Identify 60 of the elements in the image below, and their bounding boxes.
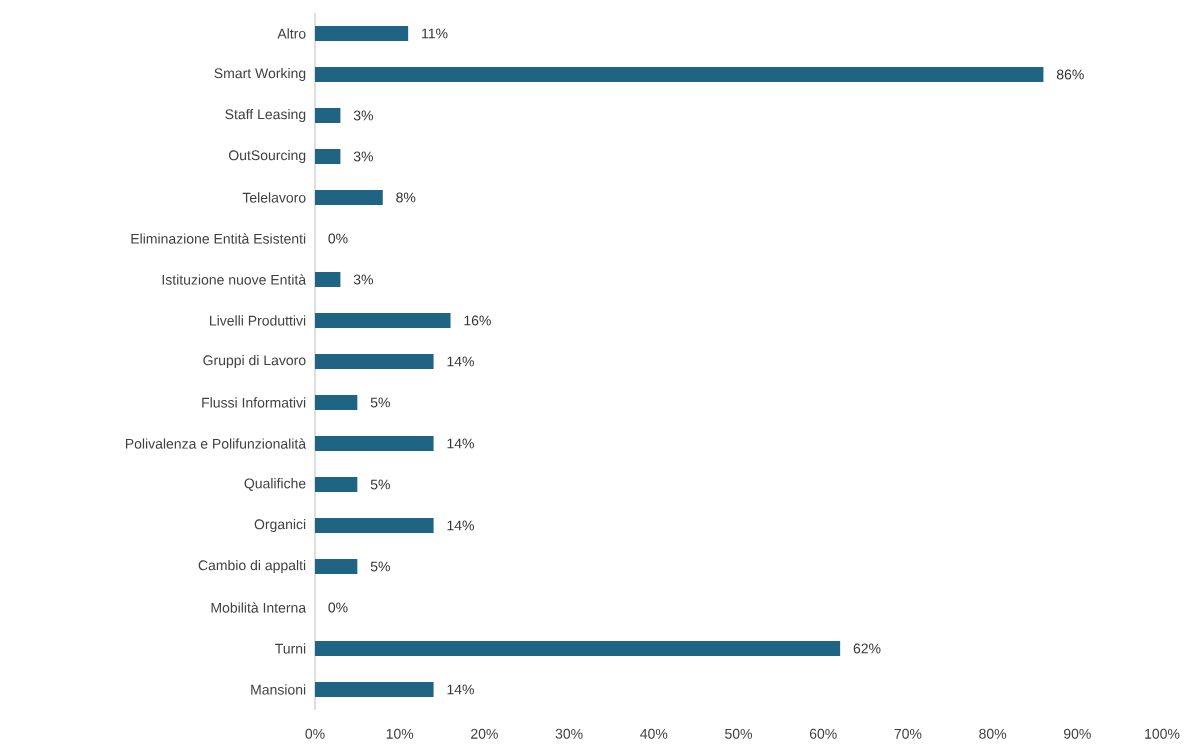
y-tick-label: Smart Working — [214, 67, 306, 82]
data-label: 0% — [328, 602, 348, 613]
bar — [315, 25, 409, 41]
data-label: 11% — [422, 28, 448, 39]
data-label: 14% — [447, 356, 474, 367]
bar — [315, 189, 383, 205]
data-label: 0% — [328, 233, 348, 244]
bar — [315, 476, 358, 492]
data-label: 5% — [370, 479, 390, 490]
bar — [315, 518, 434, 533]
bar — [315, 107, 341, 123]
y-tick-label: Livelli Produttivi — [210, 315, 306, 326]
data-label: 3% — [353, 274, 374, 285]
data-label: 3% — [353, 110, 374, 121]
data-label: 5% — [370, 561, 390, 572]
x-tick-label: 70% — [894, 728, 922, 739]
y-tick-label: Polivalenza e Polifunzionalità — [125, 438, 307, 449]
data-label: 14% — [447, 438, 474, 449]
y-tick-label: Eliminazione Entità Esistenti — [131, 233, 306, 244]
y-tick-label: Istituzione nuove Entità — [162, 274, 307, 285]
bar — [315, 271, 341, 287]
y-tick-label: Turni — [275, 643, 306, 654]
y-tick-label: Staff Leasing — [225, 108, 306, 123]
x-tick-label: 40% — [640, 728, 668, 739]
bar — [315, 312, 451, 328]
y-tick-label: Qualifiche — [244, 478, 306, 491]
bar — [315, 394, 358, 410]
x-tick-label: 0% — [305, 728, 325, 739]
bar — [315, 681, 434, 697]
x-tick-label: 50% — [725, 728, 753, 739]
y-tick-label: Mansioni — [251, 684, 306, 695]
x-tick-label: 100% — [1145, 728, 1180, 739]
data-label: 62% — [853, 643, 881, 654]
bar — [315, 353, 434, 369]
y-tick-label: Organici — [254, 518, 306, 533]
y-tick-label: Altro — [277, 28, 306, 39]
bar — [315, 435, 434, 451]
x-tick-label: 30% — [555, 728, 583, 739]
data-label: 86% — [1056, 69, 1084, 80]
y-tick-label: OutSourcing — [228, 149, 306, 164]
x-tick-label: 90% — [1063, 728, 1091, 739]
data-label: 8% — [396, 192, 416, 203]
data-label: 14% — [447, 684, 474, 695]
x-tick-label: 80% — [979, 728, 1007, 739]
x-tick-label: 60% — [809, 728, 837, 739]
y-tick-label: Telelavoro — [242, 192, 306, 203]
data-label: 3% — [353, 151, 374, 162]
y-tick-label: Gruppi di Lavoro — [203, 354, 306, 369]
y-tick-label: Cambio di appalti — [198, 559, 306, 574]
bar — [315, 559, 358, 574]
data-label: 5% — [370, 397, 390, 408]
data-label: 14% — [447, 520, 474, 531]
bar — [315, 66, 1044, 82]
bar — [315, 641, 841, 656]
x-tick-label: 10% — [386, 728, 414, 739]
bar — [315, 148, 341, 164]
y-tick-label: Flussi Informativi — [202, 397, 306, 408]
data-label: 16% — [464, 315, 491, 326]
x-tick-label: 20% — [471, 728, 498, 739]
y-tick-label: Mobilità Interna — [211, 602, 307, 613]
